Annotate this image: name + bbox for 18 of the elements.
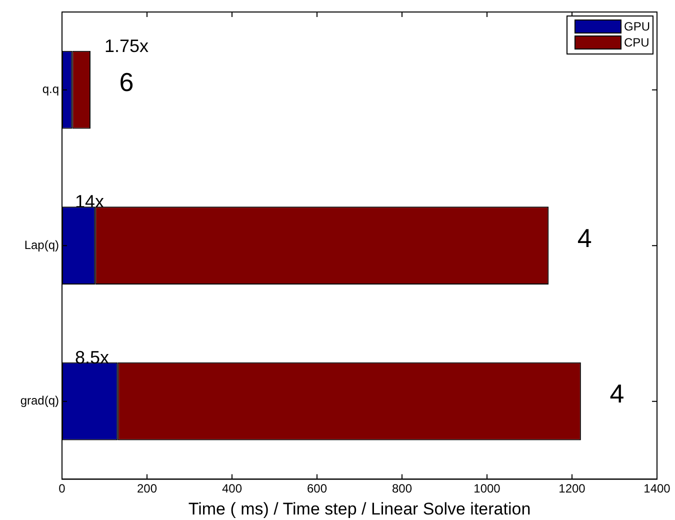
x-tick-label: 200 (136, 482, 158, 496)
annotation: 6 (119, 67, 134, 98)
legend-label: GPU (624, 19, 650, 34)
x-tick-label: 1400 (644, 482, 671, 496)
x-tick-label: 400 (222, 482, 242, 496)
x-tick-label: 0 (58, 482, 66, 496)
annotation: 1.75x (104, 36, 149, 56)
y-tick-label: Lap(q) (24, 238, 60, 252)
x-tick-label: 600 (306, 482, 328, 496)
y-tick-label: q.q (42, 82, 59, 96)
annotation: 4 (577, 222, 592, 253)
y-tick-label: grad(q) (20, 394, 59, 408)
x-tick-label: 800 (392, 482, 412, 496)
x-axis-title: Time ( ms) / Time step / Linear Solve iteration (188, 499, 531, 518)
annotation: 4 (610, 378, 624, 409)
x-tick-label: 1000 (474, 482, 501, 496)
x-tick-label: 1200 (558, 482, 586, 496)
legend-label: CPU (624, 35, 650, 50)
